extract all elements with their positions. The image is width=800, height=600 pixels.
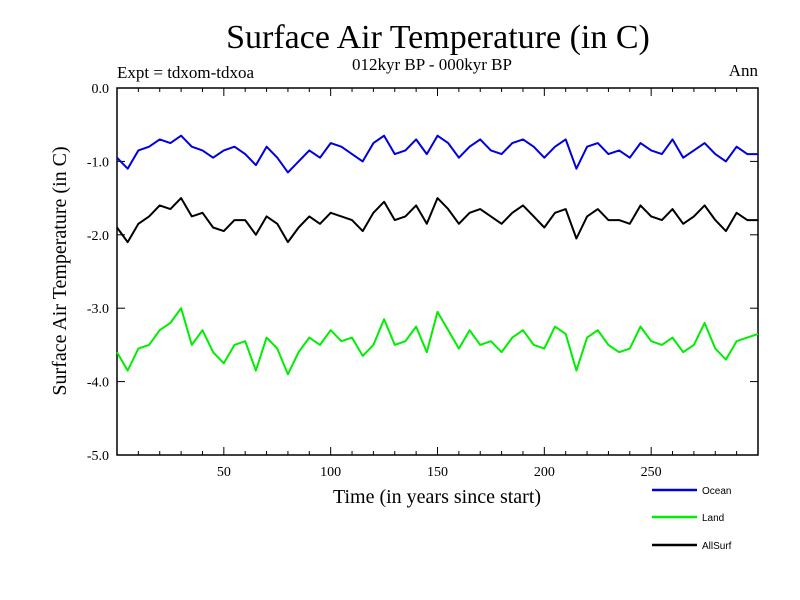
y-tick-label: -2.0 — [87, 229, 109, 244]
x-axis: 50 100 150 200 250 — [137, 88, 738, 480]
period-label: Ann — [729, 61, 759, 80]
legend: Ocean Land AllSurf — [652, 486, 732, 552]
chart-subtitle: 012kyr BP - 000kyr BP — [352, 55, 512, 74]
y-tick-label: -3.0 — [87, 302, 109, 317]
x-tick-label: 150 — [427, 465, 448, 480]
y-tick-label: -1.0 — [87, 155, 109, 170]
legend-label-land: Land — [702, 513, 724, 524]
chart-title: Surface Air Temperature (in C) — [226, 19, 650, 56]
x-axis-label: Time (in years since start) — [333, 486, 541, 508]
y-axis: 0.0 -1.0 -2.0 -3.0 -4.0 -5.0 — [87, 82, 758, 464]
x-tick-label: 50 — [217, 465, 231, 480]
series-line-allsurf — [116, 197, 758, 244]
plot-frame — [116, 87, 759, 456]
y-tick-label: 0.0 — [92, 82, 110, 97]
y-axis-label: Surface Air Temperature (in C) — [49, 146, 71, 395]
series-lines — [116, 134, 759, 376]
y-tick-label: -5.0 — [87, 449, 109, 464]
legend-label-ocean: Ocean — [702, 486, 731, 497]
x-tick-label: 250 — [641, 465, 662, 480]
y-tick-label: -4.0 — [87, 376, 109, 391]
legend-label-allsurf: AllSurf — [702, 541, 732, 552]
x-tick-label: 200 — [534, 465, 555, 480]
x-tick-label: 100 — [320, 465, 341, 480]
series-line-ocean — [116, 134, 758, 174]
series-line-land — [116, 307, 759, 376]
experiment-label: Expt = tdxom-tdxoa — [117, 63, 255, 82]
